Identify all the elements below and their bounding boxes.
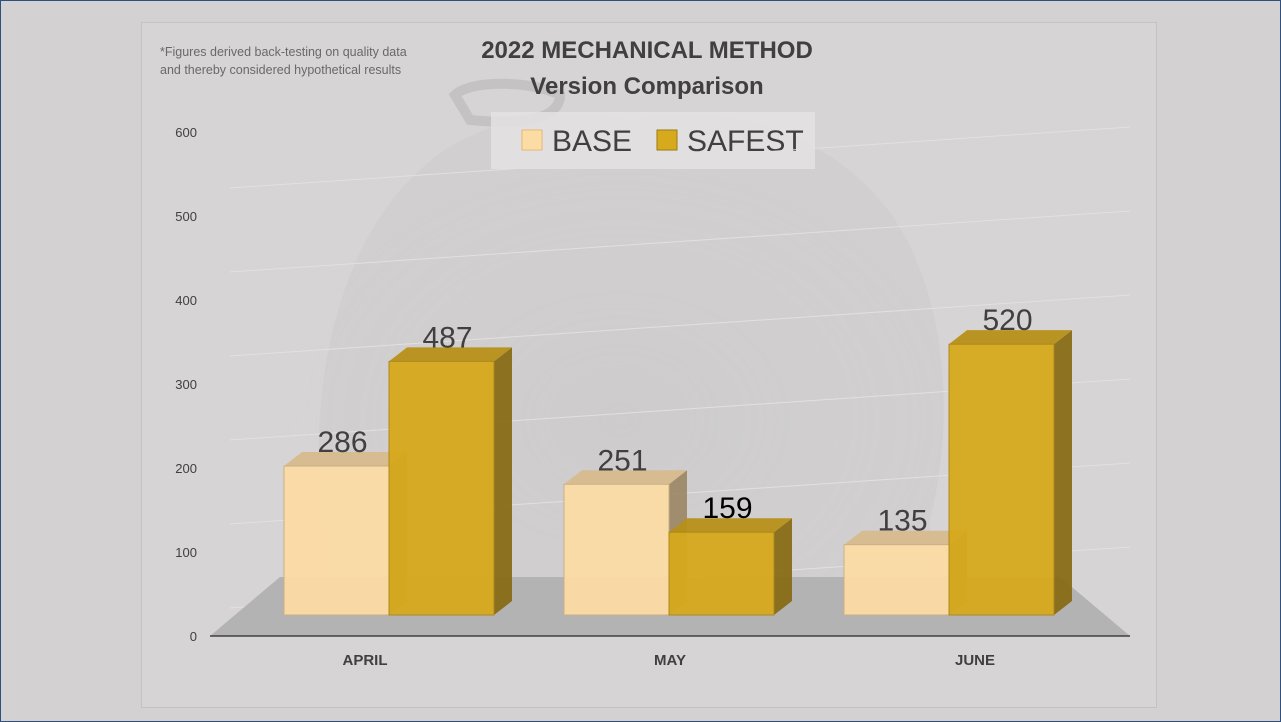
legend: BASE SAFEST [491,112,815,169]
bar-safest-may [668,531,775,616]
y-tick-label: 600 [175,125,197,140]
bar-side-safest-may [774,518,792,615]
y-tick-label: 100 [175,545,197,560]
y-tick-label: 300 [175,377,197,392]
chart-subtitle: Version Comparison [530,73,763,100]
bar-top-safest-may [669,518,792,533]
y-tick-label: 400 [175,293,197,308]
bar-safest-june [948,343,1055,616]
bar-side-safest-april [494,347,512,615]
bars [283,330,1072,616]
x-axis: APRIL MAY JUNE [343,652,996,669]
legend-swatch-base [521,129,543,151]
y-tick-label: 0 [190,629,197,644]
x-tick-label: JUNE [955,652,995,669]
chart-title: 2022 MECHANICAL METHOD [481,37,813,64]
bar-safest-april [388,360,495,616]
bar-top-base-may [564,470,687,485]
y-tick-label: 500 [175,209,197,224]
legend-label-base: BASE [552,125,632,158]
data-label-safest-may: 159 [702,492,752,525]
bar-base-may [563,483,670,616]
bar-top-safest-june [949,330,1072,345]
data-label-base-may: 251 [597,444,647,477]
legend-label-safest: SAFEST [687,125,804,158]
gridline [229,210,1131,273]
data-label-base-april: 286 [317,426,367,459]
data-label-base-june: 135 [877,505,927,538]
bar-base-april [283,465,390,616]
y-axis: 0 100 200 300 400 500 600 [175,125,197,644]
data-label-safest-june: 520 [982,304,1032,337]
bar-base-june [843,544,950,616]
bar-top-base-june [844,530,967,545]
gridline [229,126,1131,189]
data-labels: 286 487 251 159 135 520 [317,304,1032,538]
x-tick-label: APRIL [343,652,388,669]
bar-top-base-april [284,452,407,467]
footnote-line-1: *Figures derived back-testing on quality… [160,45,407,59]
bar-top-safest-april [389,347,512,362]
x-tick-label: MAY [654,652,686,669]
y-tick-label: 200 [175,461,197,476]
footnote-line-2: and thereby considered hypothetical resu… [160,63,401,77]
gridline [229,294,1131,357]
legend-swatch-safest [656,129,678,151]
data-label-safest-april: 487 [422,321,472,354]
bar-side-safest-june [1054,330,1072,615]
